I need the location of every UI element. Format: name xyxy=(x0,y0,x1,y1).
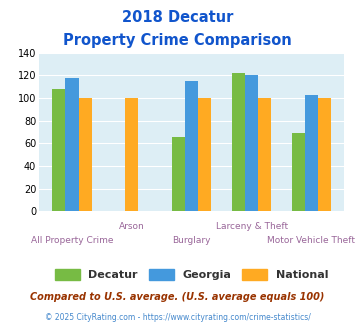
Bar xyxy=(172,137,185,211)
Bar xyxy=(245,76,258,211)
Bar xyxy=(125,98,138,211)
Bar xyxy=(65,78,78,211)
Text: Burglary: Burglary xyxy=(173,236,211,245)
Text: © 2025 CityRating.com - https://www.cityrating.com/crime-statistics/: © 2025 CityRating.com - https://www.city… xyxy=(45,313,310,322)
Text: 2018 Decatur: 2018 Decatur xyxy=(122,10,233,25)
Bar xyxy=(185,81,198,211)
Text: Arson: Arson xyxy=(119,222,145,231)
Bar xyxy=(292,133,305,211)
Text: Compared to U.S. average. (U.S. average equals 100): Compared to U.S. average. (U.S. average … xyxy=(30,292,325,302)
Text: Larceny & Theft: Larceny & Theft xyxy=(215,222,288,231)
Bar xyxy=(232,73,245,211)
Bar xyxy=(258,98,271,211)
Bar xyxy=(78,98,92,211)
Bar xyxy=(318,98,331,211)
Text: All Property Crime: All Property Crime xyxy=(31,236,113,245)
Bar xyxy=(305,95,318,211)
Text: Motor Vehicle Theft: Motor Vehicle Theft xyxy=(267,236,355,245)
Bar xyxy=(198,98,212,211)
Legend: Decatur, Georgia, National: Decatur, Georgia, National xyxy=(51,264,333,284)
Text: Property Crime Comparison: Property Crime Comparison xyxy=(63,33,292,48)
Bar xyxy=(52,89,65,211)
